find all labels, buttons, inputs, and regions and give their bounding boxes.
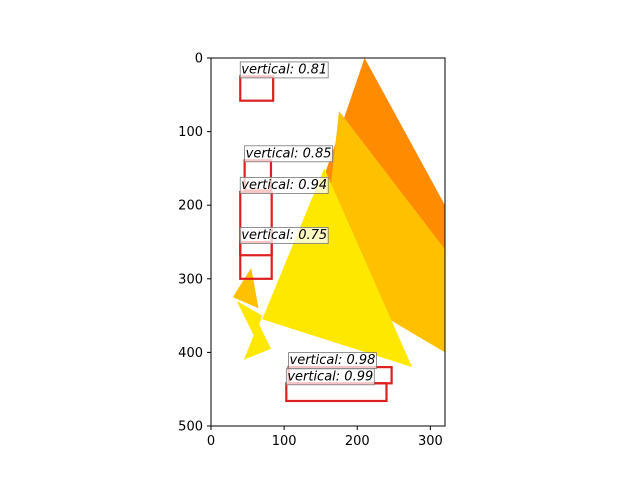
y-tick-label: 300 — [178, 272, 203, 287]
y-tick-label: 400 — [178, 346, 203, 361]
plot-frame — [210, 57, 446, 427]
x-tick-label: 200 — [345, 434, 370, 449]
detection-label-background — [239, 61, 329, 79]
detection-label-background — [285, 368, 375, 386]
x-tick-label: 100 — [272, 434, 297, 449]
y-axis: 0 100 200 300 400 500 — [178, 52, 211, 435]
small-yellow-triangle-2 — [243, 323, 271, 360]
y-tick-label: 200 — [178, 199, 203, 214]
y-tick-label: 0 — [195, 52, 203, 67]
small-yellow-triangle-1 — [236, 300, 263, 338]
detection-label: vertical: 0.99 — [287, 369, 373, 384]
x-tick-label: 300 — [418, 434, 443, 449]
detection-label-background — [239, 227, 329, 244]
detection-boxes: vertical: 0.81 vertical: 0.85 vertical: 0.… — [239, 61, 393, 403]
x-tick-label: 0 — [207, 434, 215, 449]
x-axis: 0 100 200 300 — [207, 426, 443, 449]
y-tick-label: 500 — [178, 420, 203, 435]
y-tick-label: 100 — [178, 125, 203, 140]
detection-label-background — [244, 145, 333, 163]
detection-label: vertical: 0.81 — [241, 62, 327, 77]
plot-area: vertical: 0.81 vertical: 0.85 vertical: 0.… — [211, 58, 445, 426]
detection-label: vertical: 0.85 — [246, 146, 332, 161]
detection-label: vertical: 0.94 — [241, 178, 327, 193]
yellow-triangle — [262, 168, 413, 368]
detection-label-background — [239, 177, 329, 194]
background-shapes — [232, 58, 445, 368]
detection-label: vertical: 0.98 — [290, 353, 376, 368]
detection-label: vertical: 0.75 — [241, 228, 327, 243]
